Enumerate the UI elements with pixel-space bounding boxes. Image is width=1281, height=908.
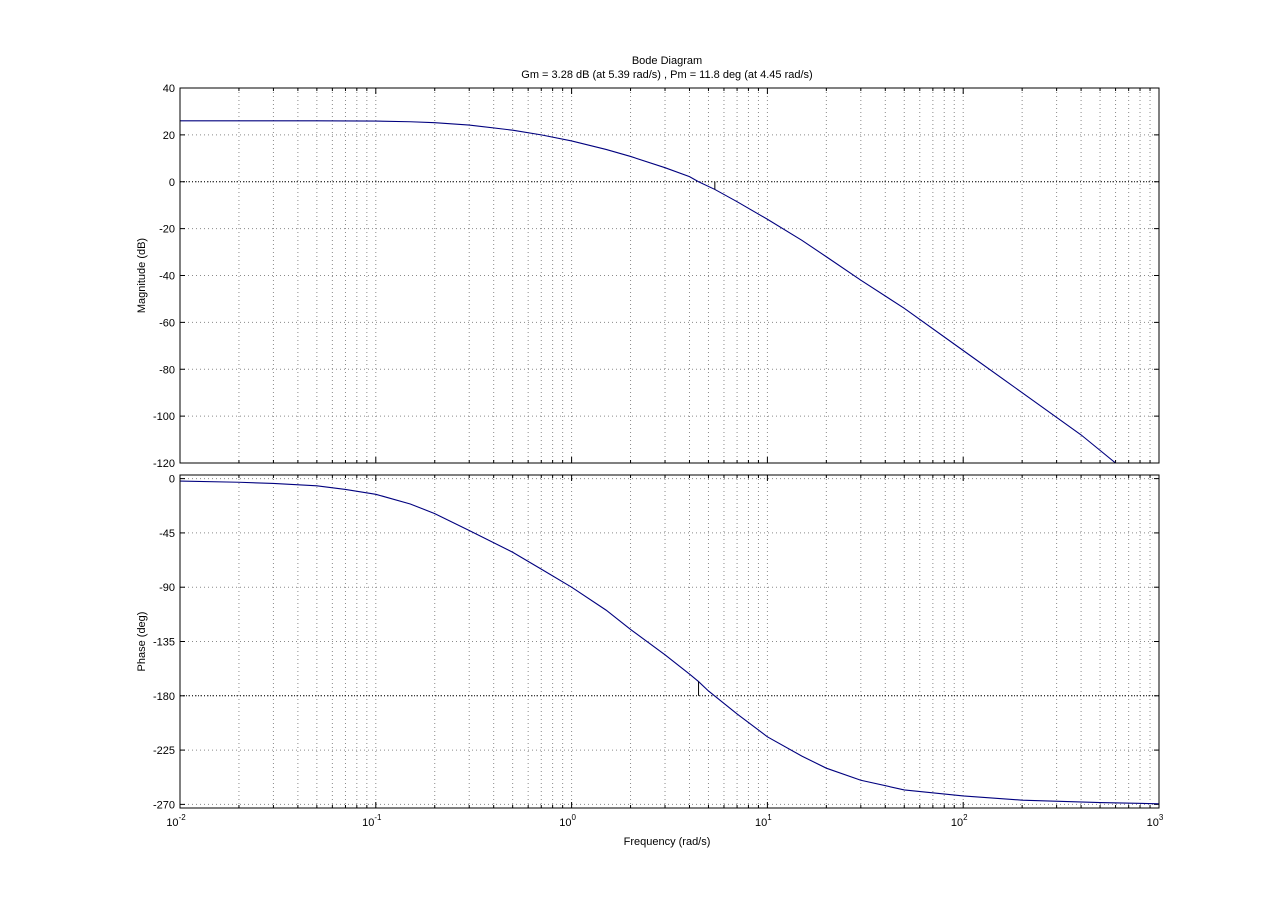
phase-axis-label: Phase (deg) <box>136 612 148 672</box>
phase-ytick-label: 0 <box>169 474 175 486</box>
x-tick-label: 101 <box>755 813 772 829</box>
magnitude-ytick-label: -120 <box>153 458 175 470</box>
x-tick-label: 100 <box>559 813 576 829</box>
x-tick-label: 10-1 <box>362 813 382 829</box>
magnitude-axes-frame <box>179 87 1160 464</box>
phase-axes-frame <box>179 474 1160 809</box>
magnitude-ytick-label: 0 <box>169 177 175 189</box>
x-tick-label: 102 <box>951 813 968 829</box>
x-tick-labels: 10-2 10-1 100 101 102 103 <box>166 813 1164 829</box>
phase-panel: 0 -45 -90 -135 -180 -225 -270 Phase (deg) <box>136 474 1160 811</box>
phase-plot-area <box>180 475 1159 808</box>
magnitude-ytick-label: 20 <box>163 130 175 142</box>
magnitude-axis-label: Magnitude (dB) <box>136 238 148 313</box>
phase-ytick-label: -135 <box>153 637 175 649</box>
magnitude-ytick-label: -60 <box>159 317 175 329</box>
magnitude-ytick-label: -100 <box>153 411 175 423</box>
magnitude-panel: 40 20 0 -20 -40 -60 -80 -100 -120 Magnitude (dB) <box>136 83 1160 470</box>
phase-ytick-label: -270 <box>153 799 175 811</box>
phase-ytick-label: -180 <box>153 691 175 703</box>
chart-title: Bode Diagram <box>632 55 702 67</box>
phase-ytick-label: -90 <box>159 582 175 594</box>
magnitude-ytick-label: -40 <box>159 271 175 283</box>
magnitude-plot-area <box>180 88 1159 463</box>
phase-ytick-label: -45 <box>159 528 175 540</box>
x-axis-label: Frequency (rad/s) <box>624 836 711 848</box>
magnitude-ytick-label: -20 <box>159 224 175 236</box>
magnitude-ytick-label: 40 <box>163 83 175 95</box>
magnitude-ytick-label: -80 <box>159 364 175 376</box>
magnitude-series-line <box>180 120 1116 463</box>
x-tick-label: 103 <box>1147 813 1164 829</box>
chart-subtitle: Gm = 3.28 dB (at 5.39 rad/s) , Pm = 11.8… <box>521 69 812 81</box>
x-tick-label: 10-2 <box>166 813 186 829</box>
phase-series-line <box>180 480 1159 805</box>
phase-ytick-label: -225 <box>153 745 175 757</box>
